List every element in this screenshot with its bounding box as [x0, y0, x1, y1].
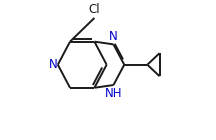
Text: Cl: Cl [89, 3, 100, 16]
Text: N: N [48, 58, 57, 71]
Text: NH: NH [105, 87, 122, 100]
Text: N: N [109, 30, 118, 43]
